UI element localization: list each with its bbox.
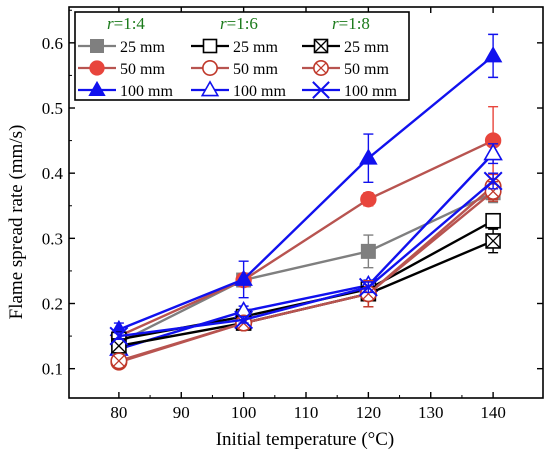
legend-group-header: r=1:8: [332, 14, 370, 33]
data-point: [234, 269, 253, 286]
series-2: [109, 33, 503, 337]
marker-circle: [89, 60, 105, 76]
marker-cross: [358, 277, 378, 297]
legend-label: 50 mm: [344, 61, 389, 78]
legend-marker: [90, 39, 104, 53]
x-tick-label: 90: [173, 403, 190, 422]
legend-marker: [313, 60, 329, 76]
data-point: [483, 143, 503, 161]
marker-circle: [202, 60, 218, 76]
marker-cross: [483, 171, 503, 191]
legend-label: 25 mm: [344, 39, 389, 56]
legend-label: 100 mm: [344, 83, 397, 100]
x-tick-label: 140: [480, 403, 506, 422]
series-line: [118, 54, 494, 331]
legend-item: 100 mm: [302, 81, 397, 100]
data-point: [110, 352, 128, 370]
marker-triangle: [200, 80, 220, 97]
y-tick-label: 0.5: [42, 99, 63, 118]
series-line: [118, 191, 494, 344]
legend-marker: [202, 38, 218, 54]
x-tick-label: 130: [418, 403, 444, 422]
data-point: [360, 191, 377, 208]
legend-item: 100 mm: [191, 80, 286, 100]
data-point: [360, 243, 376, 259]
marker-triangle: [359, 148, 378, 165]
data-point: [359, 148, 378, 165]
data-point: [483, 171, 503, 191]
data-point: [358, 277, 378, 297]
legend-marker: [200, 80, 220, 97]
data-point: [109, 326, 129, 346]
legend-box: [74, 11, 410, 101]
marker-cross: [312, 81, 330, 99]
x-tick-label: 110: [294, 403, 319, 422]
marker-cross: [487, 185, 500, 198]
series-line: [118, 152, 494, 351]
legend-marker: [313, 38, 329, 54]
series-8: [109, 171, 503, 346]
legend-label: 100 mm: [120, 83, 173, 100]
marker-circle: [360, 191, 377, 208]
marker-triangle: [483, 46, 503, 63]
axes: 80 90 100 110 120 130 140 0.1 0.2 0.3 0.4 0.5 0.6: [42, 6, 544, 422]
series-line: [118, 180, 494, 338]
data-point: [234, 310, 254, 330]
data-point: [111, 338, 127, 354]
x-axis-label: Initial temperature (°C): [216, 429, 395, 450]
series-layer: [109, 33, 503, 371]
legend-item: 25 mm: [191, 38, 278, 56]
marker-triangle: [234, 269, 253, 286]
legend-item: 50 mm: [191, 60, 278, 78]
x-tick-label: 100: [231, 403, 257, 422]
legend-marker: [89, 60, 105, 76]
series-line: [118, 139, 494, 338]
y-tick-label: 0.3: [42, 229, 63, 248]
marker-square: [360, 243, 376, 259]
legend-label: 50 mm: [233, 61, 278, 78]
legend-item: 100 mm: [78, 80, 173, 100]
y-tick-label: 0.2: [42, 295, 63, 314]
y-tick-label: 0.6: [42, 34, 63, 53]
x-tick-label: 80: [110, 403, 127, 422]
series-4: [110, 172, 502, 371]
legend-label: 25 mm: [233, 39, 278, 56]
legend-group-header: r=1:4: [107, 14, 145, 33]
marker-cross: [109, 326, 129, 346]
legend-item: 50 mm: [302, 60, 389, 78]
series-7: [110, 180, 502, 370]
legend-item: 25 mm: [78, 39, 165, 56]
x-tick-label: 120: [356, 403, 382, 422]
marker-cross: [234, 310, 254, 330]
legend-item: 50 mm: [78, 60, 165, 78]
y-tick-label: 0.1: [42, 360, 63, 379]
marker-cross: [314, 39, 328, 53]
marker-cross: [315, 62, 327, 74]
legend-label: 100 mm: [233, 83, 286, 100]
legend-label: 25 mm: [120, 39, 165, 56]
legend: r=1:4 r=1:6 r=1:8 25 mm 50 mm 100 mm 25 mm 50 m…: [74, 11, 410, 101]
marker-square: [90, 39, 104, 53]
legend-marker: [88, 80, 106, 97]
legend-label: 50 mm: [120, 61, 165, 78]
legend-marker: [202, 60, 218, 76]
marker-cross: [485, 233, 501, 249]
marker-cross: [112, 354, 125, 367]
y-axis-label: Flame spread rate (mm/s): [6, 125, 27, 320]
marker-square: [485, 212, 501, 229]
legend-group-header: r=1:6: [220, 14, 258, 33]
data-point: [485, 233, 501, 249]
series-line: [118, 190, 494, 363]
data-point: [483, 46, 503, 63]
legend-item: 25 mm: [302, 38, 389, 56]
marker-triangle: [88, 80, 106, 97]
marker-triangle: [483, 143, 503, 161]
legend-marker: [312, 81, 330, 99]
y-tick-label: 0.4: [42, 164, 64, 183]
data-point: [485, 212, 501, 229]
marker-square: [202, 38, 218, 54]
